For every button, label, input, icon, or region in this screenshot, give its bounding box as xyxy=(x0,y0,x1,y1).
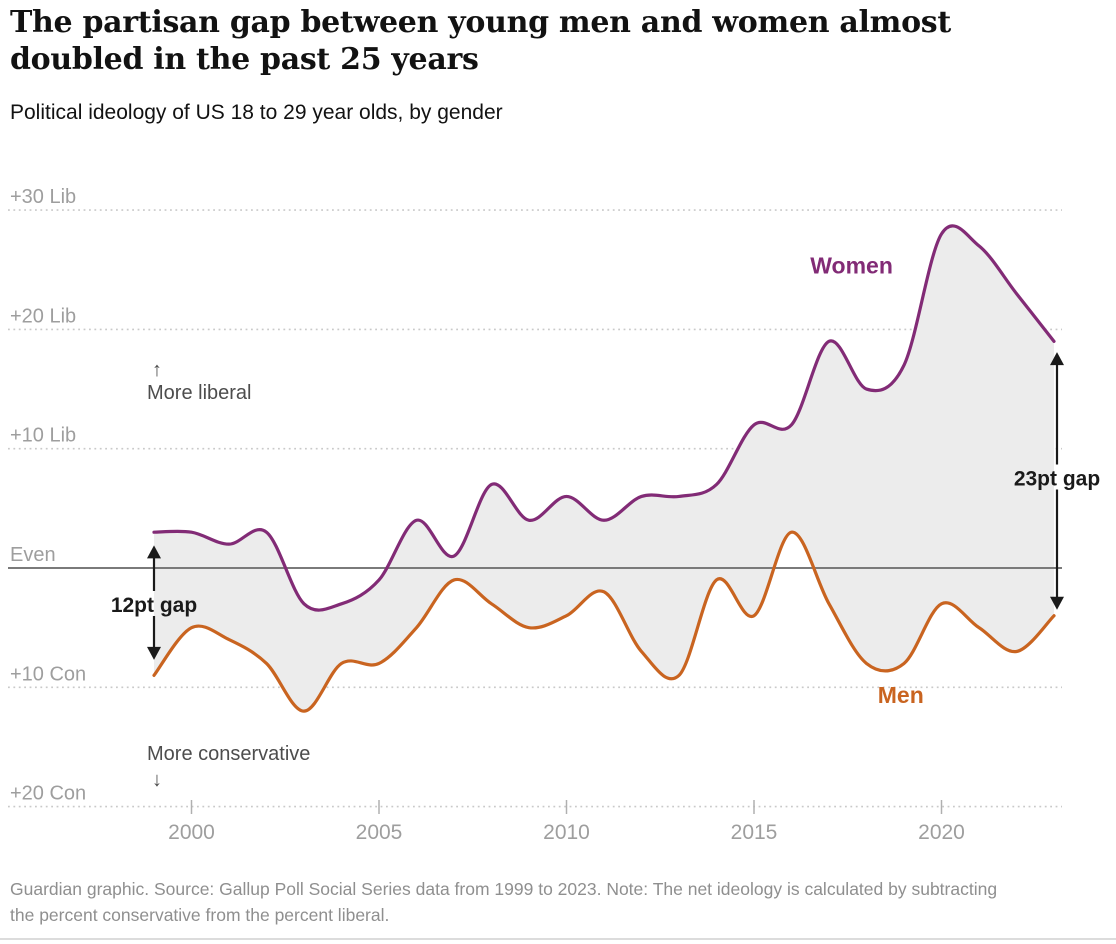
source-note: Guardian graphic. Source: Gallup Poll So… xyxy=(10,879,998,925)
y-tick-label: Even xyxy=(10,544,56,566)
gap-annotation-label: 12pt gap xyxy=(111,594,197,617)
y-tick-label: +10 Con xyxy=(10,663,86,685)
y-tick-label: +20 Lib xyxy=(10,305,76,327)
x-tick-label: 2010 xyxy=(543,821,590,844)
page-subtitle: Political ideology of US 18 to 29 year o… xyxy=(10,101,503,124)
series-label-women: Women xyxy=(810,252,893,278)
gap-arrowhead-down xyxy=(1050,596,1064,610)
more-liberal-label: More liberal xyxy=(147,382,251,404)
series-label-men: Men xyxy=(878,682,924,708)
page-title-line-2: doubled in the past 25 years xyxy=(10,42,479,77)
bottom-divider xyxy=(0,938,1116,940)
ideology-gap-chart: +30 Lib +20 Lib +10 Lib Even +10 Con +20 Con 2… xyxy=(8,186,1100,844)
gap-arrowhead-down xyxy=(147,646,161,660)
gap-band xyxy=(154,225,1054,712)
x-tick-label: 2005 xyxy=(356,821,403,844)
men-line xyxy=(152,530,1056,713)
gap-arrowhead-up xyxy=(1050,352,1064,366)
x-tick-label: 2020 xyxy=(918,821,965,844)
x-tick-label: 2015 xyxy=(731,821,778,844)
more-conservative-arrow-icon: ↓ xyxy=(152,769,162,791)
y-tick-label: +20 Con xyxy=(10,783,86,805)
more-liberal-arrow-icon: ↑ xyxy=(152,359,162,381)
y-tick-label: +30 Lib xyxy=(10,186,76,208)
gap-arrowhead-up xyxy=(147,545,161,559)
page-title: The partisan gap between young men and w… xyxy=(10,4,1030,78)
page-title-line-1: The partisan gap between young men and w… xyxy=(10,5,951,40)
gap-annotation-label: 23pt gap xyxy=(1014,468,1100,491)
y-tick-label: +10 Lib xyxy=(10,425,76,447)
more-conservative-label: More conservative xyxy=(147,743,310,765)
women-line xyxy=(152,224,1056,612)
x-tick-label: 2000 xyxy=(168,821,215,844)
